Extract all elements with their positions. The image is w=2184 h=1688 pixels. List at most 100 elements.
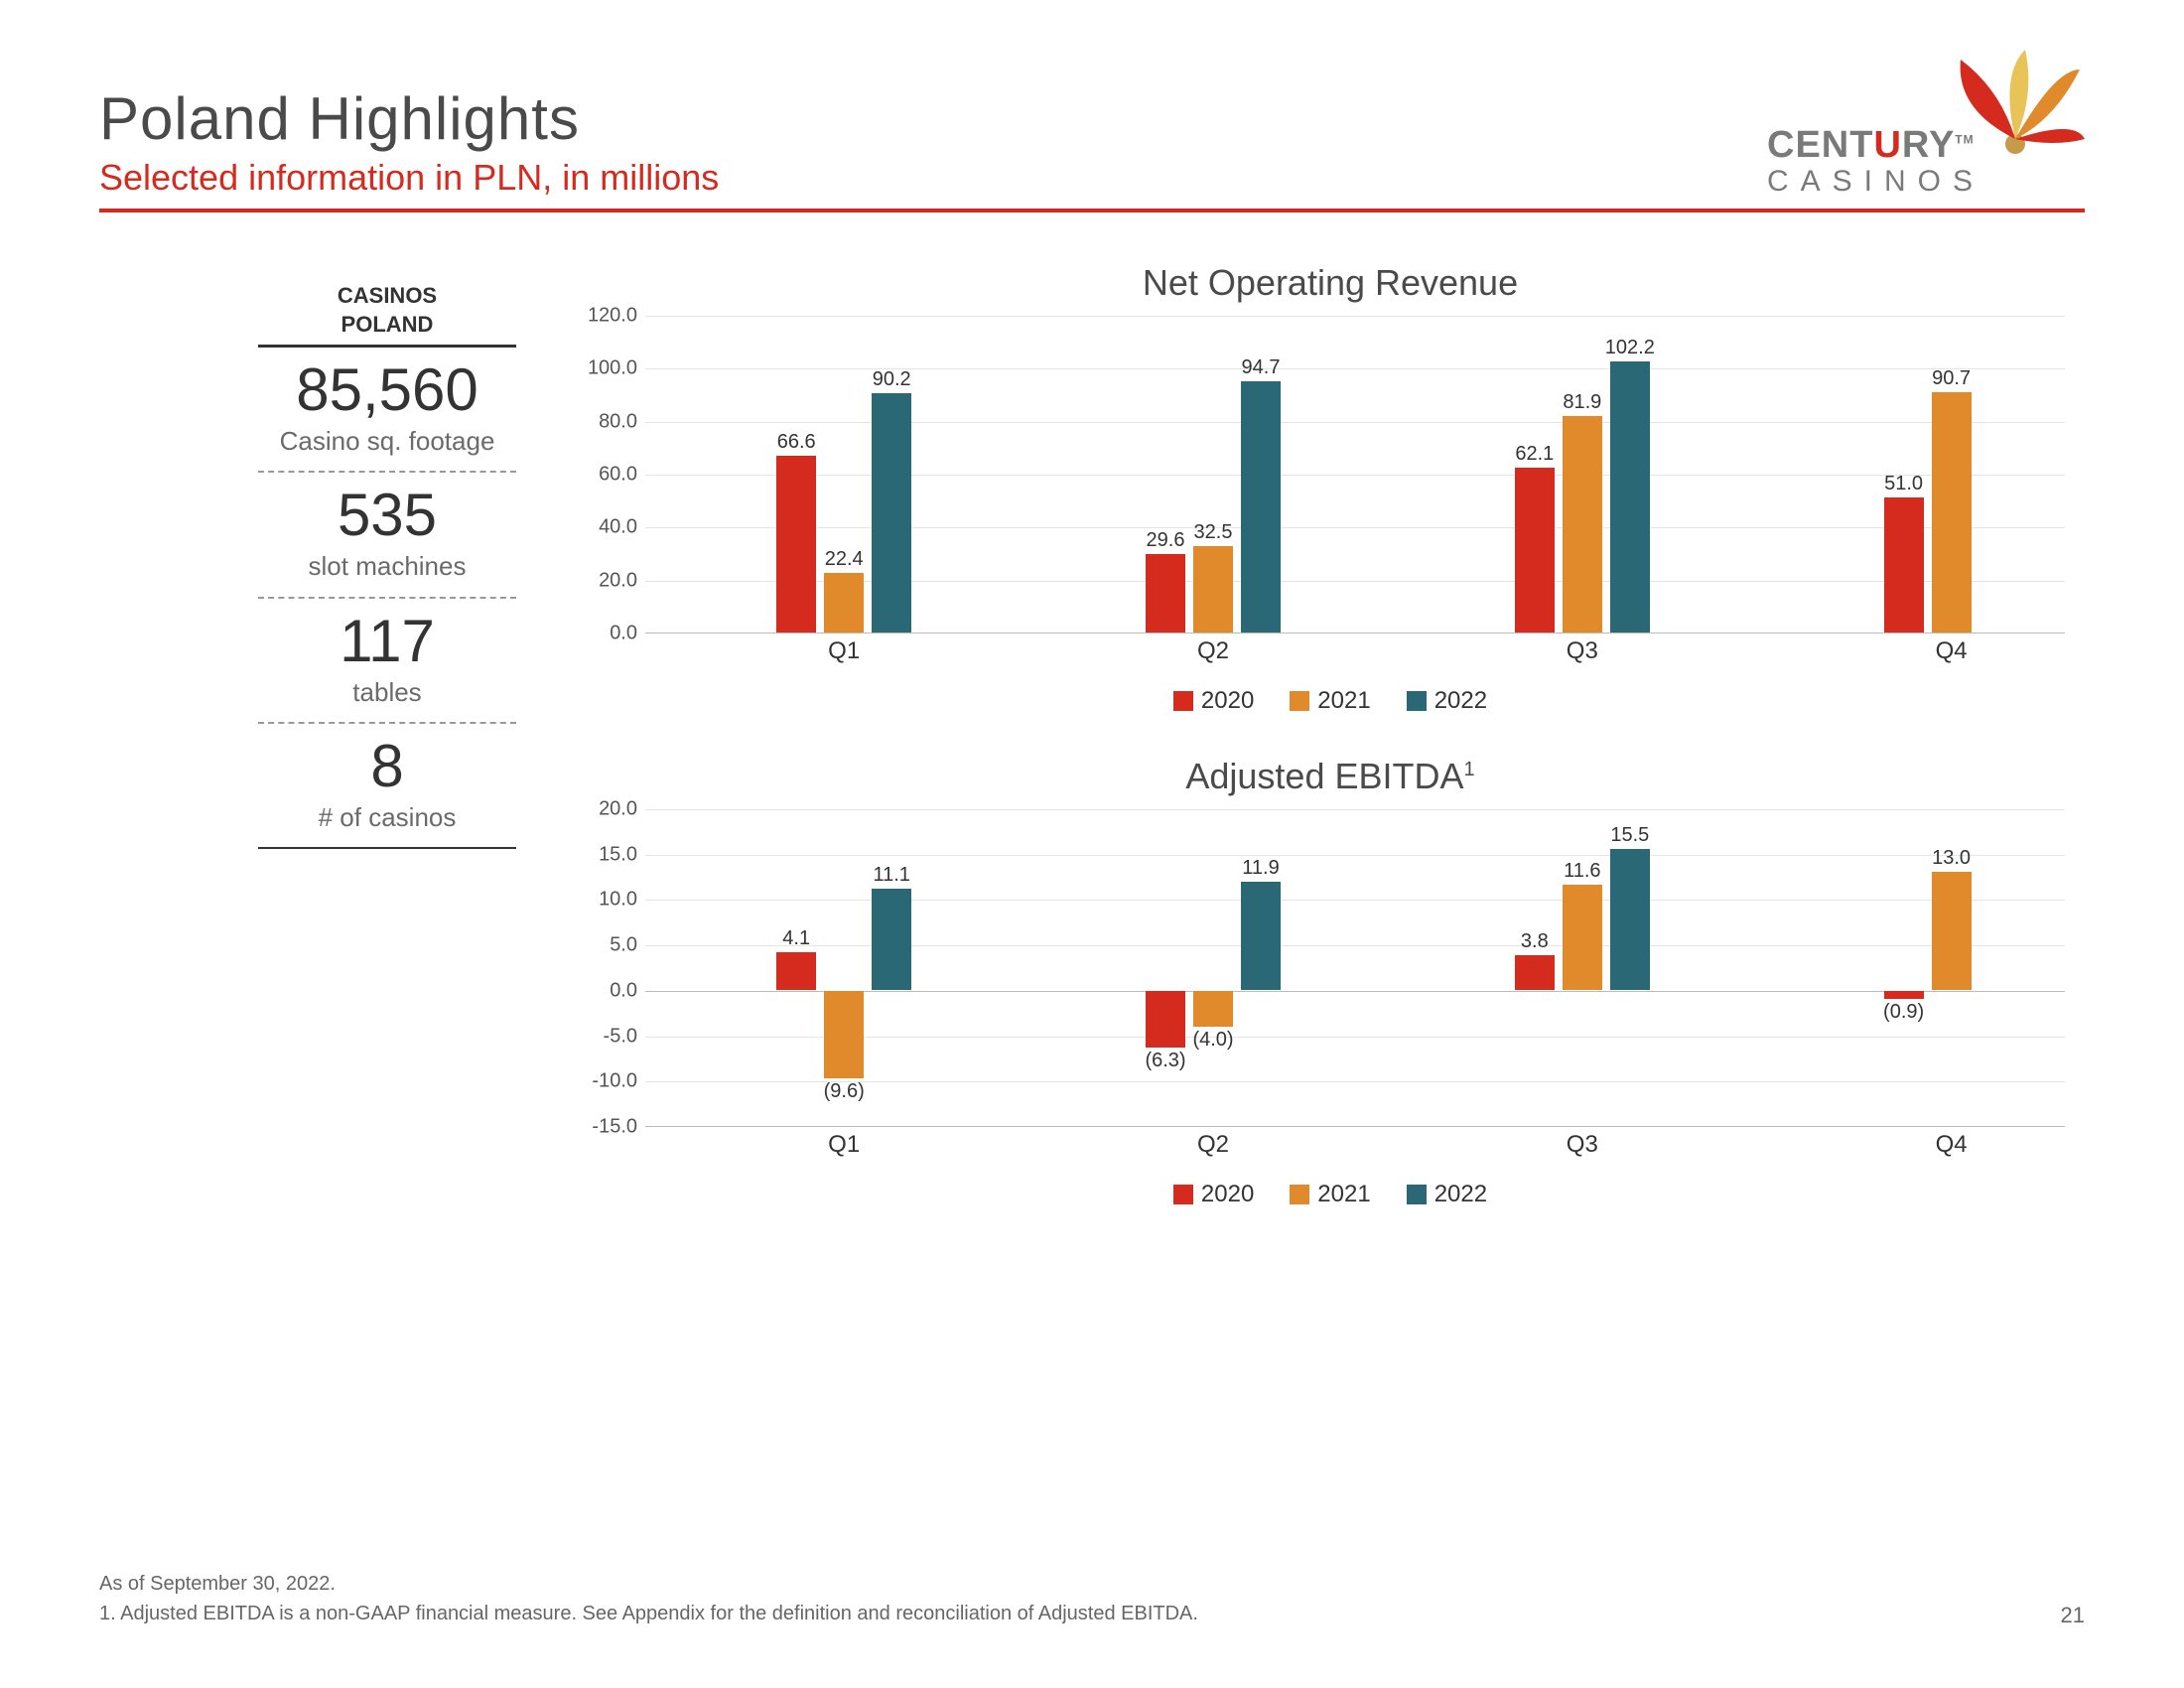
x-label: Q4 [1936, 1131, 1968, 1159]
bar-label: 15.5 [1585, 824, 1675, 847]
y-tick: 5.0 [610, 934, 637, 957]
chart1-legend: 2020 2021 2022 [576, 687, 2085, 716]
plot-area: 4.1(9.6)11.1(6.3)(4.0)11.93.811.615.5(0.… [645, 809, 2065, 1127]
bar [1563, 416, 1602, 633]
legend-swatch-icon [1173, 691, 1193, 711]
legend-label: 2022 [1434, 687, 1487, 715]
x-label: Q1 [828, 1131, 860, 1159]
chart2-legend: 2020 2021 2022 [576, 1181, 2085, 1209]
y-tick: -5.0 [604, 1025, 637, 1048]
bar-label: (4.0) [1168, 1029, 1258, 1052]
chart1-title: Net Operating Revenue [576, 262, 2085, 304]
legend-item: 2021 [1290, 687, 1370, 715]
stat-value: 535 [258, 481, 516, 549]
footnote: As of September 30, 2022. 1. Adjusted EB… [99, 1569, 1198, 1628]
y-tick: 100.0 [588, 357, 637, 380]
stat-item: 8 # of casinos [258, 732, 516, 849]
bar [776, 456, 816, 633]
legend-label: 2021 [1317, 687, 1370, 715]
legend-swatch-icon [1290, 691, 1309, 711]
y-tick: 60.0 [599, 464, 637, 487]
stat-label: tables [258, 677, 516, 724]
bar-label: 94.7 [1216, 356, 1305, 379]
bar [1146, 554, 1185, 633]
title-block: Poland Highlights Selected information i… [99, 84, 719, 199]
logo: CENTURYTM CASINOS [1767, 79, 2085, 199]
bar [1932, 872, 1972, 990]
legend-item: 2022 [1407, 687, 1487, 715]
legend-label: 2021 [1317, 1181, 1370, 1208]
bar-label: 102.2 [1585, 337, 1675, 359]
stat-label: slot machines [258, 551, 516, 598]
plot-area: 66.622.490.229.632.594.762.181.9102.251.… [645, 316, 2065, 633]
bar [872, 889, 911, 989]
logo-text-line1: CENTURYTM [1767, 124, 1975, 167]
x-label: Q2 [1197, 1131, 1229, 1159]
chart1: 0.020.040.060.080.0100.0120.066.622.490.… [576, 316, 2085, 673]
bar-label: 11.1 [847, 864, 936, 887]
logo-text-line2: CASINOS [1767, 165, 1984, 199]
legend-item: 2022 [1407, 1181, 1487, 1208]
bar [1932, 392, 1972, 633]
bar [1610, 849, 1650, 990]
bar-label: (6.3) [1121, 1050, 1210, 1072]
bar-label: 90.2 [847, 368, 936, 391]
bar [1193, 546, 1233, 633]
bar-label: (9.6) [799, 1080, 888, 1103]
y-tick: 20.0 [599, 569, 637, 592]
x-label: Q4 [1936, 637, 1968, 665]
bar [1515, 468, 1555, 633]
header: Poland Highlights Selected information i… [99, 79, 2085, 212]
y-tick: 20.0 [599, 798, 637, 821]
x-label: Q3 [1567, 1131, 1598, 1159]
y-tick: 40.0 [599, 516, 637, 539]
bar [872, 393, 911, 633]
legend-item: 2021 [1290, 1181, 1370, 1208]
chart2-title: Adjusted EBITDA1 [576, 756, 2085, 797]
bar [776, 952, 816, 989]
legend-item: 2020 [1173, 687, 1254, 715]
bar [1241, 882, 1281, 990]
bar-label: 13.0 [1907, 847, 1996, 870]
chart2: -15.0-10.0-5.00.05.010.015.020.04.1(9.6)… [576, 809, 2085, 1167]
y-tick: 15.0 [599, 843, 637, 866]
bar [1884, 497, 1924, 633]
bar [1241, 381, 1281, 633]
stat-value: 8 [258, 732, 516, 800]
x-label: Q2 [1197, 637, 1229, 665]
bar [1563, 885, 1602, 990]
stats-header: CASINOSPOLAND [258, 282, 516, 348]
y-tick: 120.0 [588, 305, 637, 328]
charts-panel: Net Operating Revenue 0.0 20.0 40.0 60.0 80.… [576, 262, 2085, 1249]
legend-label: 2020 [1201, 1181, 1254, 1208]
y-tick: -10.0 [592, 1070, 637, 1093]
page-number: 21 [2061, 1603, 2085, 1628]
y-tick: -15.0 [592, 1116, 637, 1139]
stat-value: 85,560 [258, 355, 516, 424]
y-tick: 80.0 [599, 410, 637, 433]
page-title: Poland Highlights [99, 84, 719, 153]
y-tick: 0.0 [610, 979, 637, 1002]
legend-label: 2020 [1201, 687, 1254, 715]
bar [824, 573, 864, 633]
bar [1193, 991, 1233, 1028]
legend-label: 2022 [1434, 1181, 1487, 1208]
bar-label: 11.9 [1216, 857, 1305, 880]
bar [824, 991, 864, 1078]
bar [1610, 361, 1650, 633]
legend-swatch-icon [1290, 1185, 1309, 1204]
legend-swatch-icon [1407, 691, 1427, 711]
stat-item: 85,560 Casino sq. footage [258, 355, 516, 473]
legend-swatch-icon [1407, 1185, 1427, 1204]
stat-value: 117 [258, 607, 516, 675]
stat-label: Casino sq. footage [258, 426, 516, 473]
page-subtitle: Selected information in PLN, in millions [99, 157, 719, 199]
bar [1884, 991, 1924, 999]
x-label: Q3 [1567, 637, 1598, 665]
y-tick: 0.0 [610, 623, 637, 645]
stats-panel: CASINOSPOLAND 85,560 Casino sq. footage … [99, 262, 516, 1249]
bar-label: 66.6 [751, 431, 841, 454]
bar-label: 4.1 [751, 927, 841, 950]
y-tick: 10.0 [599, 889, 637, 912]
bar-label: 90.7 [1907, 367, 1996, 390]
